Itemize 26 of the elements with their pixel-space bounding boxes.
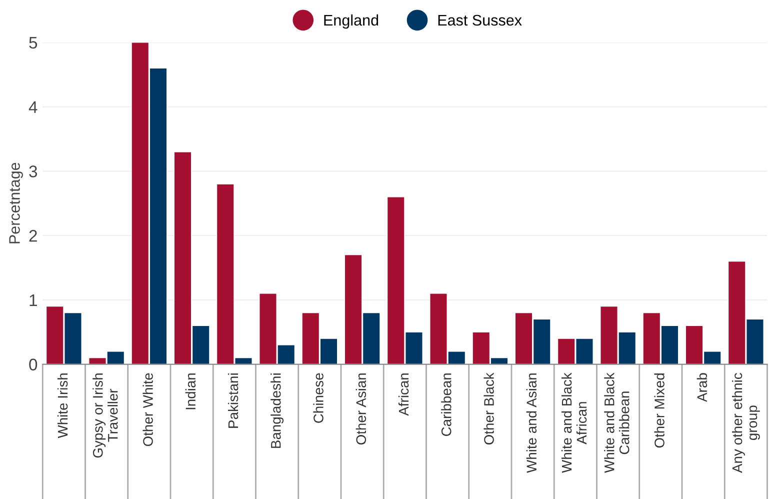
legend-label: East Sussex — [438, 14, 522, 26]
x-tick-label: Bangladeshi — [270, 374, 284, 448]
y-axis-title: Percetntage — [9, 162, 23, 244]
x-tick-label: African — [398, 374, 409, 416]
x-tick-label: Any other ethnic group — [732, 372, 760, 473]
y-tick-label: 3 — [29, 166, 38, 178]
y-tick-label: 4 — [28, 101, 38, 113]
x-tick-label: White Irish — [57, 374, 68, 438]
x-tick-label: Gypsy or Irish Traveller — [92, 374, 118, 458]
x-tick-label: Other Black — [484, 372, 494, 444]
x-tick-label: Pakistani — [228, 374, 238, 428]
x-tick-label: Other Asian — [356, 374, 366, 445]
y-tick-label: 1 — [30, 294, 37, 306]
y-tick-label: 0 — [29, 358, 38, 370]
x-tick-label: Other Mixed — [654, 373, 664, 448]
x-tick-label: White and Black Caribbean — [604, 372, 630, 473]
x-tick-label: Indian — [185, 374, 196, 410]
y-tick-label: 5 — [29, 36, 38, 49]
x-tick-label: White and Black African — [561, 372, 587, 473]
x-tick-label: Chinese — [313, 373, 324, 423]
legend-label: England — [324, 14, 378, 29]
x-tick-label: Arab — [696, 373, 708, 402]
x-tick-label: Caribbean — [441, 374, 452, 436]
y-tick-label: 2 — [29, 230, 37, 242]
x-tick-label: White and Asian — [526, 374, 537, 473]
x-tick-label: Other White — [142, 373, 153, 446]
